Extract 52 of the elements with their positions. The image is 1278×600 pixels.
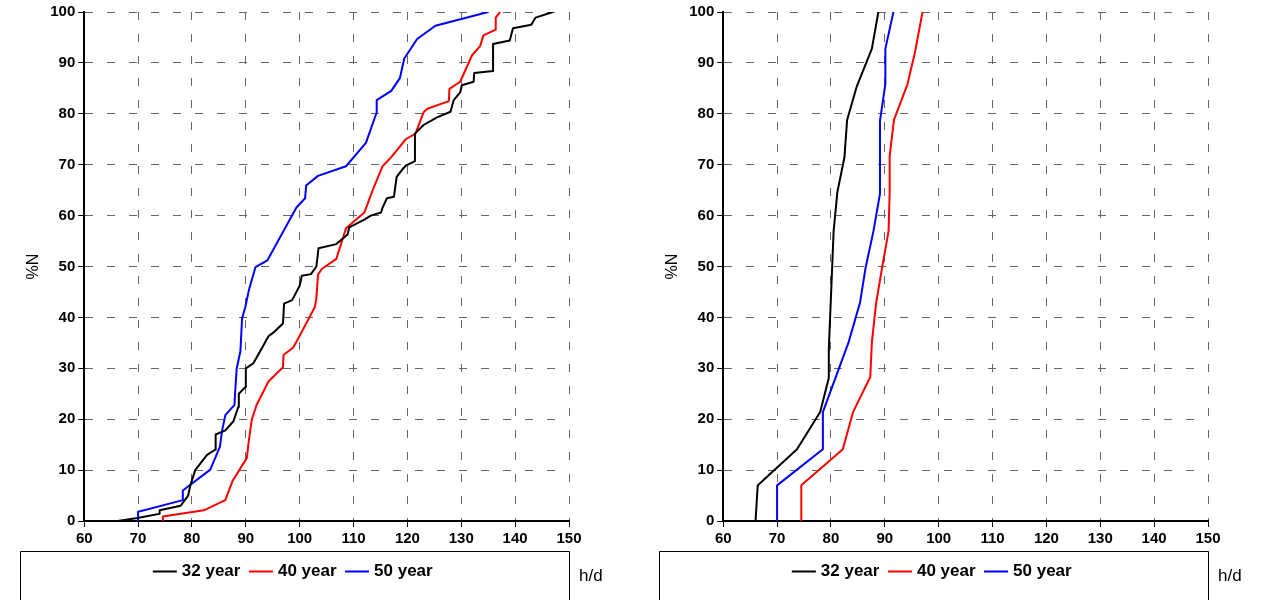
- x-tick-label: 140: [1141, 529, 1167, 547]
- x-tick-label: 150: [1195, 529, 1221, 547]
- legend-label: 40 year: [277, 561, 337, 581]
- x-tick-label: 60: [714, 529, 732, 547]
- y-tick-label: 80: [697, 103, 715, 121]
- y-tick-label: 20: [58, 409, 76, 427]
- x-tick-label: 120: [394, 529, 420, 547]
- x-tick-label: 90: [237, 529, 255, 547]
- x-axis-title: h/d: [579, 566, 603, 586]
- x-tick-label: 130: [448, 529, 474, 547]
- x-tick-label: 70: [129, 529, 147, 547]
- y-tick-label: 60: [697, 205, 715, 223]
- y-axis-title: %N: [24, 253, 42, 280]
- y-tick-label: 100: [689, 2, 715, 20]
- x-tick-label: 70: [768, 529, 786, 547]
- y-tick-label: 70: [697, 154, 715, 172]
- legend-label: 50 year: [374, 561, 434, 581]
- y-tick-label: 100: [50, 2, 76, 20]
- x-tick-label: 130: [1087, 529, 1113, 547]
- legend-label: 50 year: [1013, 561, 1073, 581]
- x-tick-label: 110: [341, 529, 366, 547]
- x-tick-label: 140: [502, 529, 528, 547]
- y-tick-label: 40: [58, 307, 76, 325]
- x-tick-label: 100: [287, 529, 313, 547]
- y-tick-label: 50: [697, 256, 715, 274]
- y-tick-label: 10: [697, 460, 715, 478]
- x-tick-label: 80: [183, 529, 201, 547]
- y-tick-label: 10: [58, 460, 76, 478]
- y-tick-label: 80: [58, 103, 76, 121]
- legend-label: 32 year: [181, 561, 241, 581]
- y-tick-label: 30: [58, 358, 76, 376]
- y-tick-label: 60: [58, 205, 76, 223]
- x-tick-label: 150: [556, 529, 582, 547]
- x-axis-title: h/d: [1218, 566, 1242, 586]
- x-tick-label: 90: [876, 529, 894, 547]
- legend-label: 40 year: [916, 561, 976, 581]
- y-tick-label: 50: [58, 256, 76, 274]
- y-tick-label: 70: [58, 154, 76, 172]
- x-tick-label: 110: [980, 529, 1005, 547]
- y-tick-label: 20: [697, 409, 715, 427]
- y-axis-title: %N: [663, 253, 681, 280]
- legend-label: 32 year: [820, 561, 880, 581]
- y-tick-label: 30: [697, 358, 715, 376]
- x-tick-label: 60: [75, 529, 93, 547]
- x-tick-label: 100: [926, 529, 952, 547]
- y-tick-label: 40: [697, 307, 715, 325]
- y-tick-label: 90: [697, 53, 715, 71]
- y-tick-label: 0: [705, 511, 715, 529]
- x-tick-label: 80: [822, 529, 840, 547]
- x-tick-label: 120: [1033, 529, 1059, 547]
- y-tick-label: 0: [66, 511, 76, 529]
- y-tick-label: 90: [58, 53, 76, 71]
